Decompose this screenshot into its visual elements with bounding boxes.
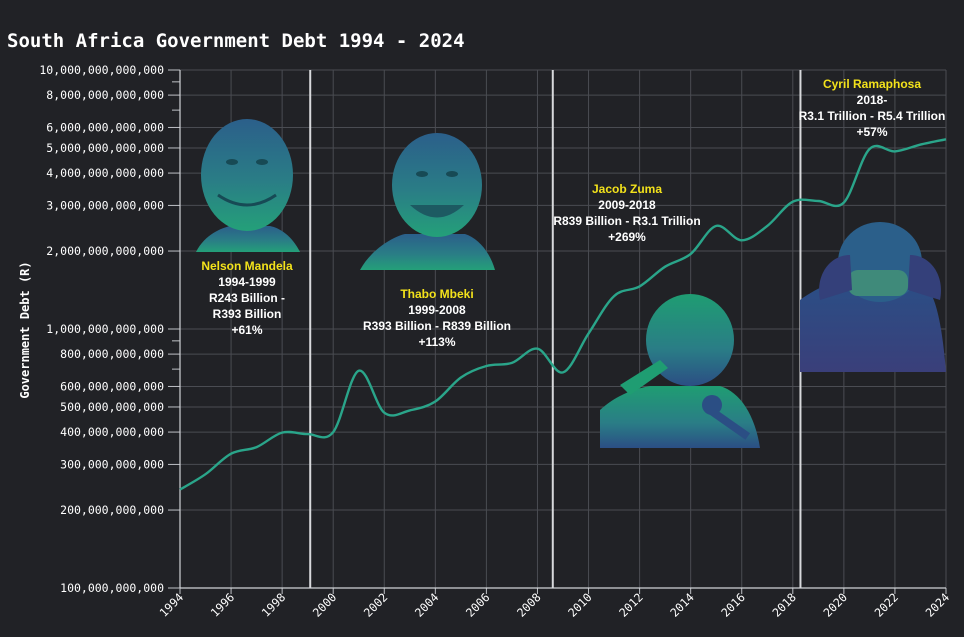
y-tick-label: 200,000,000,000 (60, 503, 164, 517)
x-tick-label: 2020 (820, 590, 850, 620)
x-tick-label: 2004 (412, 590, 442, 620)
portrait-ramaphosa (800, 222, 946, 372)
annotation-name: Thabo Mbeki (400, 287, 473, 301)
annotations: Nelson Mandela 1994-1999 R243 Billion - R39… (201, 77, 945, 349)
annotation-text: 1994-1999 (218, 275, 276, 289)
y-tick-label: 1,000,000,000,000 (46, 322, 164, 336)
portrait-mandela (196, 119, 300, 252)
annotation-text: +269% (608, 230, 646, 244)
x-tick-label: 2006 (463, 590, 493, 620)
x-tick-label: 1998 (259, 590, 289, 620)
y-tick-label: 100,000,000,000 (60, 581, 164, 595)
x-tick-label: 2008 (514, 590, 544, 620)
annotation-text: 1999-2008 (408, 303, 466, 317)
annotation-text: R3.1 Trillion - R5.4 Trillion (799, 109, 946, 123)
annotation-text: +113% (418, 335, 455, 349)
y-tick-label: 400,000,000,000 (60, 425, 164, 439)
annotation-text: R243 Billion - (209, 291, 285, 305)
annotation-text: R839 Billion - R3.1 Trillion (553, 214, 700, 228)
x-tick-label: 2024 (923, 590, 953, 620)
x-tick-label: 2000 (310, 590, 340, 620)
annotation-text: R393 Billion (213, 307, 282, 321)
annotation-name: Nelson Mandela (201, 259, 293, 273)
x-tick-label: 2016 (718, 590, 748, 620)
series-line-government-debt (179, 138, 947, 491)
y-tick-label: 600,000,000,000 (60, 379, 164, 393)
y-axis-label: Government Debt (R) (18, 261, 32, 398)
annotation-text: 2009-2018 (598, 198, 656, 212)
annotation-text: R393 Billion - R839 Billion (363, 319, 511, 333)
y-tick-label: 2,000,000,000,000 (46, 244, 164, 258)
y-tick-label: 5,000,000,000,000 (46, 141, 164, 155)
y-tick-label: 3,000,000,000,000 (46, 198, 164, 212)
chart-title: South Africa Government Debt 1994 - 2024 (7, 30, 465, 52)
annotation-name: Jacob Zuma (592, 182, 662, 196)
annotation-name: Cyril Ramaphosa (823, 77, 921, 91)
x-tick-label: 2014 (667, 590, 697, 620)
y-tick-label: 6,000,000,000,000 (46, 120, 164, 134)
annotation-text: +57% (856, 125, 887, 139)
y-tick-label: 8,000,000,000,000 (46, 88, 164, 102)
y-tick-label: 500,000,000,000 (60, 400, 164, 414)
annotation-text: +61% (231, 323, 262, 337)
x-tick-label: 2012 (616, 590, 645, 619)
y-tick-label: 10,000,000,000,000 (39, 63, 164, 77)
portrait-mbeki (360, 133, 495, 270)
x-tick-label: 2018 (769, 590, 799, 620)
y-tick-label: 4,000,000,000,000 (46, 166, 164, 180)
y-tick-label: 800,000,000,000 (60, 347, 164, 361)
x-tick-label: 1996 (208, 590, 238, 620)
y-tick-label: 300,000,000,000 (60, 457, 164, 471)
x-tick-label: 2002 (361, 590, 390, 619)
portrait-zuma (600, 294, 760, 448)
x-tick-label: 2010 (565, 590, 595, 620)
x-tick-label: 2022 (872, 590, 901, 619)
annotation-text: 2018- (857, 93, 888, 107)
